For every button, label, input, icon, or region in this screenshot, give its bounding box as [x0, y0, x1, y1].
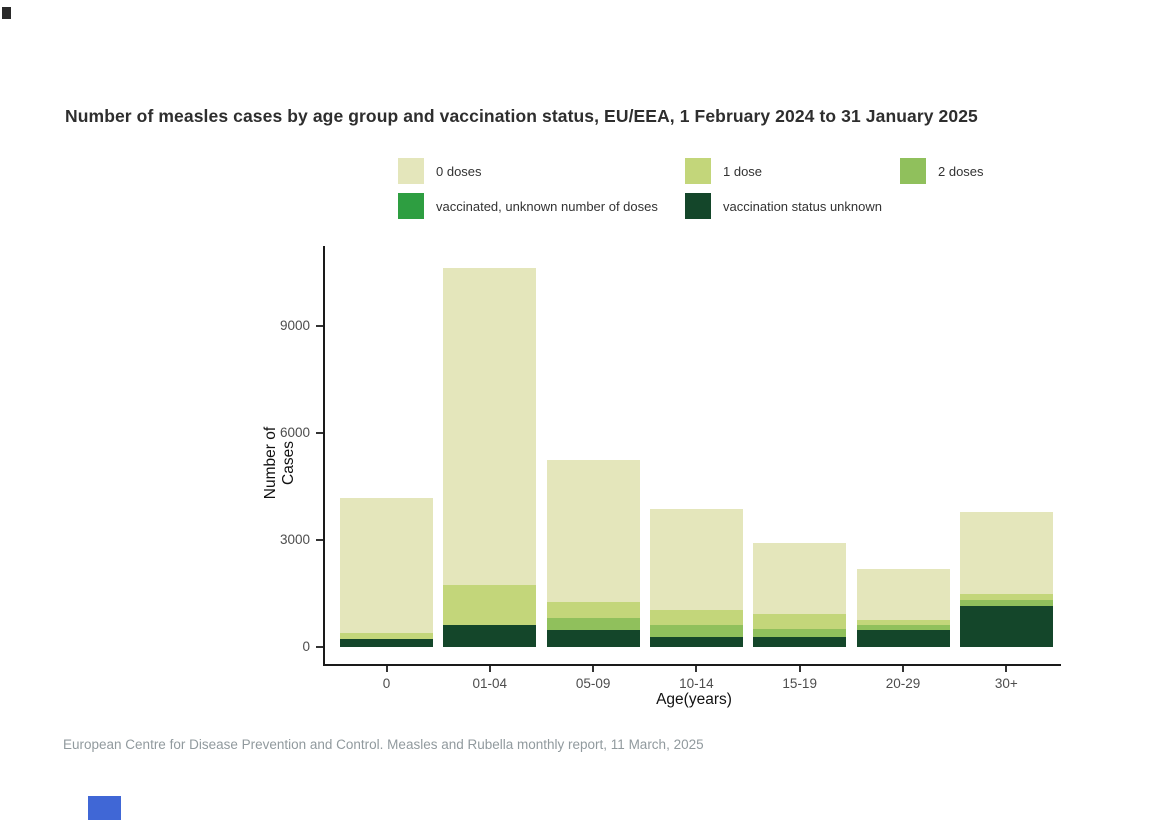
x-tick-mark	[798, 666, 801, 672]
y-axis-line	[323, 246, 325, 666]
x-tick-label: 0	[382, 676, 391, 691]
x-tick-label: 30+	[994, 676, 1018, 691]
legend-swatch-icon	[398, 158, 424, 184]
bar-segment	[649, 625, 743, 637]
bottom-edge-blue-fragment	[88, 796, 121, 820]
y-tick-label: 3000	[279, 532, 310, 547]
bar-segment	[649, 610, 743, 626]
bar-segment	[443, 267, 537, 585]
legend-item: vaccinated, unknown number of doses	[398, 193, 658, 219]
bar-segment	[856, 620, 950, 626]
stacked-bar-15-19	[753, 542, 847, 647]
legend-swatch-icon	[398, 193, 424, 219]
stacked-bar-20-29	[856, 568, 950, 647]
bar-segment	[959, 599, 1053, 606]
bar-segment	[546, 630, 640, 647]
bar-segment	[340, 638, 433, 647]
x-tick-mark	[592, 666, 595, 672]
legend-swatch-icon	[685, 158, 711, 184]
bar-segment	[959, 605, 1053, 647]
y-tick-mark	[316, 646, 323, 648]
y-tick-label: 0	[302, 639, 310, 654]
stacked-bar-01-04	[443, 267, 537, 647]
legend-label: vaccinated, unknown number of doses	[436, 198, 658, 214]
legend-swatch-icon	[900, 158, 926, 184]
x-tick-mark	[902, 666, 904, 672]
bar-segment	[649, 508, 743, 611]
bar-segment	[546, 460, 640, 603]
y-tick-mark	[316, 432, 323, 434]
x-tick-mark	[385, 666, 388, 672]
bar-segment	[959, 511, 1053, 595]
legend-label: 0 doses	[436, 163, 482, 179]
legend-label: vaccination status unknown	[723, 198, 882, 214]
x-tick-mark	[695, 666, 698, 672]
x-tick-label: 05-09	[575, 676, 611, 691]
x-tick-label: 20-29	[885, 676, 921, 691]
bar-segment	[546, 602, 640, 619]
bar-segment	[959, 594, 1053, 600]
y-axis-title: Number of Cases	[262, 426, 297, 500]
y-tick-mark	[316, 325, 323, 327]
y-tick-mark	[316, 539, 323, 541]
stacked-bar-05-09	[546, 460, 640, 647]
bar-segment	[856, 630, 950, 647]
bar-segment	[753, 628, 847, 637]
stacked-bar-0	[340, 497, 433, 647]
legend-swatch-icon	[685, 193, 711, 219]
bar-segment	[443, 625, 537, 647]
x-axis-title: Age(years)	[656, 691, 732, 708]
window-chrome-fragment-icon	[2, 7, 11, 19]
bar-segment	[753, 637, 847, 647]
bar-segment	[340, 633, 433, 639]
bar-segment	[753, 542, 847, 614]
legend-item: 2 doses	[900, 158, 984, 184]
x-tick-mark	[1005, 666, 1008, 672]
bar-segment	[753, 613, 847, 629]
y-tick-label: 9000	[279, 318, 310, 333]
x-tick-label: 10-14	[679, 676, 714, 691]
stacked-bar-10-14	[649, 508, 743, 647]
x-tick-label: 15-19	[782, 676, 817, 691]
legend-label: 1 dose	[723, 163, 763, 179]
bar-segment	[856, 568, 950, 621]
bar-segment	[443, 584, 537, 626]
y-tick-label: 6000	[279, 425, 310, 440]
legend-item: 0 doses	[398, 158, 482, 184]
bar-segment	[546, 618, 640, 631]
x-tick-mark	[488, 666, 491, 672]
bar-segment	[340, 497, 433, 634]
source-footer: European Centre for Disease Prevention a…	[63, 737, 704, 752]
legend-label: 2 doses	[938, 163, 984, 179]
bar-plot-area	[326, 246, 1060, 647]
bar-segment	[856, 625, 950, 631]
x-axis-line	[323, 664, 1061, 666]
legend-item: 1 dose	[685, 158, 762, 184]
chart-title: Number of measles cases by age group and…	[65, 106, 978, 126]
bar-segment	[649, 637, 743, 647]
legend-item: vaccination status unknown	[685, 193, 882, 219]
x-tick-label: 01-04	[472, 676, 508, 691]
stacked-bar-30+	[959, 511, 1053, 647]
